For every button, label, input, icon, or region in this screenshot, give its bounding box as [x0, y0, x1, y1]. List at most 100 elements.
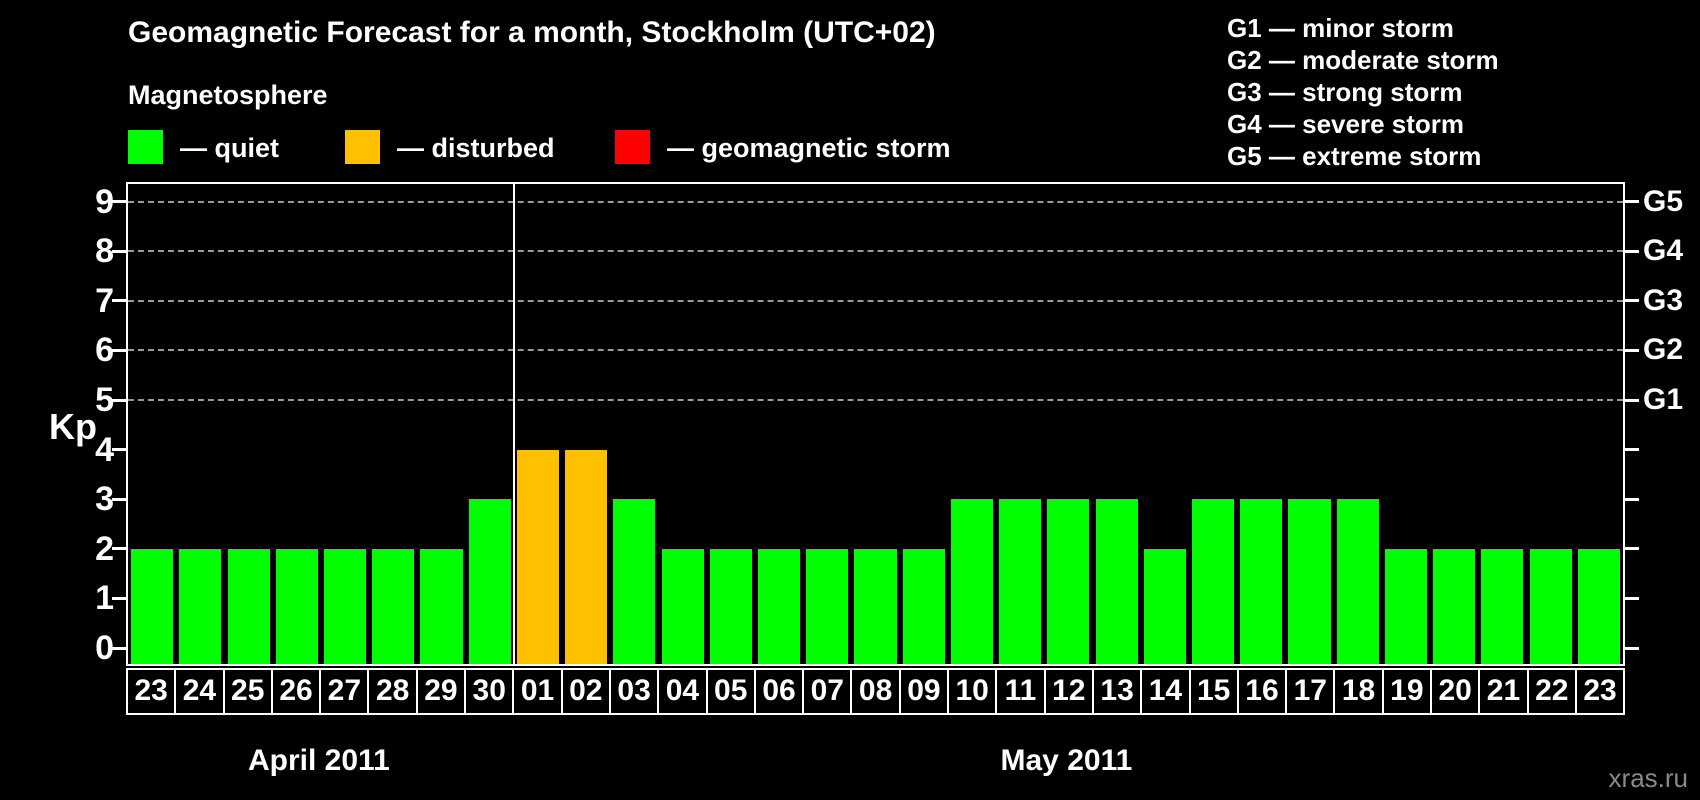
y-axis-tick-label-2: 2: [95, 529, 114, 568]
kp-bar-day-26: [275, 548, 318, 664]
y-axis-tick-right-6: [1625, 348, 1639, 352]
y-axis-tick-left-0: [112, 646, 126, 650]
kp-bar-day-07: [806, 548, 849, 664]
month-label-april: April 2011: [248, 744, 390, 777]
g-scale-item-g5: G5 — extreme storm: [1227, 141, 1482, 171]
x-axis-day-cell-02: 02: [560, 668, 611, 715]
y-axis-tick-right-5: [1625, 398, 1639, 402]
x-axis-day-cell-16: 16: [1236, 668, 1288, 715]
kp-bar-day-23: [131, 548, 174, 664]
kp-bar-chart-plot: 0 1 2 3 4 5 6 7 8 9 G1 G2 G3 G4 G5: [95, 182, 1683, 667]
x-axis-day-cell-20: 20: [1430, 668, 1481, 715]
kp-bar-day-29: [420, 548, 463, 664]
gridline-kp7: [128, 299, 1623, 302]
gridline-kp5: [128, 399, 1623, 401]
kp-bar-day-15: [1192, 499, 1235, 664]
x-axis-day-cell-18: 18: [1333, 668, 1384, 715]
g-scale-axis-label-g2: G2: [1643, 333, 1684, 367]
gridline-kp9: [128, 200, 1623, 203]
chart-title: Geomagnetic Forecast for a month, Stockh…: [128, 16, 936, 49]
disturbed-swatch-icon: [345, 130, 380, 164]
kp-bar-day-04: [661, 548, 704, 664]
kp-bar-day-20: [1433, 548, 1476, 664]
y-axis-tick-left-2: [112, 547, 126, 551]
y-axis-tick-label-7: 7: [95, 281, 114, 320]
x-axis-day-cell-05: 05: [705, 668, 756, 715]
x-axis-day-cell-26: 26: [270, 668, 322, 715]
kp-bar-day-05: [709, 548, 752, 664]
y-axis-tick-right-4: [1625, 448, 1639, 452]
kp-bar-day-01: [516, 449, 559, 664]
y-axis-tick-right-0: [1625, 646, 1639, 650]
legend-label-quiet: — quiet: [180, 133, 279, 163]
x-axis-day-cell-07: 07: [802, 668, 853, 715]
kp-bar-day-16: [1240, 499, 1283, 664]
x-axis-day-cell-30: 30: [464, 668, 515, 715]
kp-bar-day-21: [1481, 548, 1524, 664]
x-axis-day-cell-17: 17: [1285, 668, 1336, 715]
kp-bar-day-12: [1047, 499, 1090, 664]
kp-bar-day-19: [1384, 548, 1428, 664]
kp-bar-day-08: [854, 548, 897, 664]
y-axis-tick-label-5: 5: [95, 381, 114, 419]
watermark-xras: xras.ru: [1608, 763, 1688, 793]
x-axis-day-cell-28: 28: [367, 668, 418, 715]
kp-bar-day-09: [902, 548, 945, 664]
x-axis-day-cell-29: 29: [415, 668, 467, 715]
storm-swatch-icon: [615, 130, 650, 164]
x-axis-day-cell-25: 25: [222, 668, 273, 715]
x-axis-day-cell-27: 27: [319, 668, 370, 715]
x-axis-day-cell-10: 10: [947, 668, 998, 715]
x-axis-day-cell-15: 15: [1188, 668, 1239, 715]
x-axis-day-cell-03: 03: [608, 668, 660, 715]
y-axis-tick-left-6: [112, 348, 126, 352]
x-axis-day-cell-04: 04: [657, 668, 708, 715]
kp-bar-day-11: [999, 499, 1042, 664]
month-boundary-line: [512, 184, 515, 664]
kp-bar-day-30: [468, 499, 511, 664]
x-axis-day-cell-21: 21: [1478, 668, 1529, 715]
g-scale-item-g3: G3 — strong storm: [1227, 77, 1463, 107]
month-label-may: May 2011: [1000, 744, 1133, 777]
y-axis-tick-label-6: 6: [95, 331, 114, 370]
g-scale-axis-label-g3: G3: [1643, 283, 1684, 317]
y-axis-tick-label-9: 9: [95, 182, 114, 221]
kp-bar-day-24: [179, 548, 222, 664]
y-axis-tick-left-8: [112, 249, 126, 253]
x-axis-day-cell-19: 19: [1381, 668, 1433, 715]
x-axis-day-cell-12: 12: [1043, 668, 1094, 715]
y-axis-tick-left-4: [112, 448, 126, 452]
y-axis-tick-label-3: 3: [95, 480, 114, 519]
legend-label-disturbed: — disturbed: [397, 133, 555, 163]
y-axis-tick-right-3: [1625, 497, 1639, 501]
g-scale-item-g2: G2 — moderate storm: [1227, 45, 1499, 75]
kp-bar-day-14: [1143, 548, 1186, 664]
g-scale-axis-label-g1: G1: [1643, 383, 1684, 416]
y-axis-tick-right-8: [1625, 249, 1639, 253]
kp-bar-day-22: [1529, 548, 1572, 664]
g-scale-axis-label-g5: G5: [1643, 184, 1684, 218]
gridline-kp8: [128, 250, 1623, 253]
kp-bar-day-18: [1336, 499, 1379, 664]
x-axis-day-cell-22: 22: [1526, 668, 1577, 715]
y-axis-tick-left-3: [112, 497, 126, 501]
kp-bar-day-03: [613, 499, 656, 664]
x-axis-day-cell-23: 23: [1574, 668, 1626, 715]
x-axis-day-cell-14: 14: [1140, 668, 1191, 715]
gridline-kp6: [128, 349, 1623, 352]
y-axis-tick-label-1: 1: [95, 579, 114, 618]
y-axis-tick-left-9: [112, 200, 126, 204]
x-axis-day-cell-11: 11: [995, 668, 1046, 715]
y-axis-tick-right-1: [1625, 596, 1639, 600]
g-scale-item-g4: G4 — severe storm: [1227, 109, 1465, 139]
kp-bar-day-28: [372, 548, 415, 664]
kp-bar-day-17: [1288, 499, 1331, 664]
x-axis-day-cell-09: 09: [898, 668, 950, 715]
kp-bar-day-02: [565, 449, 608, 664]
x-axis-date-row: 23 24 25 26 27 28 29 30 01 02 03 04 05 06 07 08 09 10 11 12…: [126, 668, 1626, 715]
y-axis-tick-label-8: 8: [95, 232, 114, 271]
quiet-swatch-icon: [128, 130, 163, 164]
y-axis-tick-right-2: [1625, 547, 1639, 551]
kp-bar-day-27: [323, 548, 367, 664]
